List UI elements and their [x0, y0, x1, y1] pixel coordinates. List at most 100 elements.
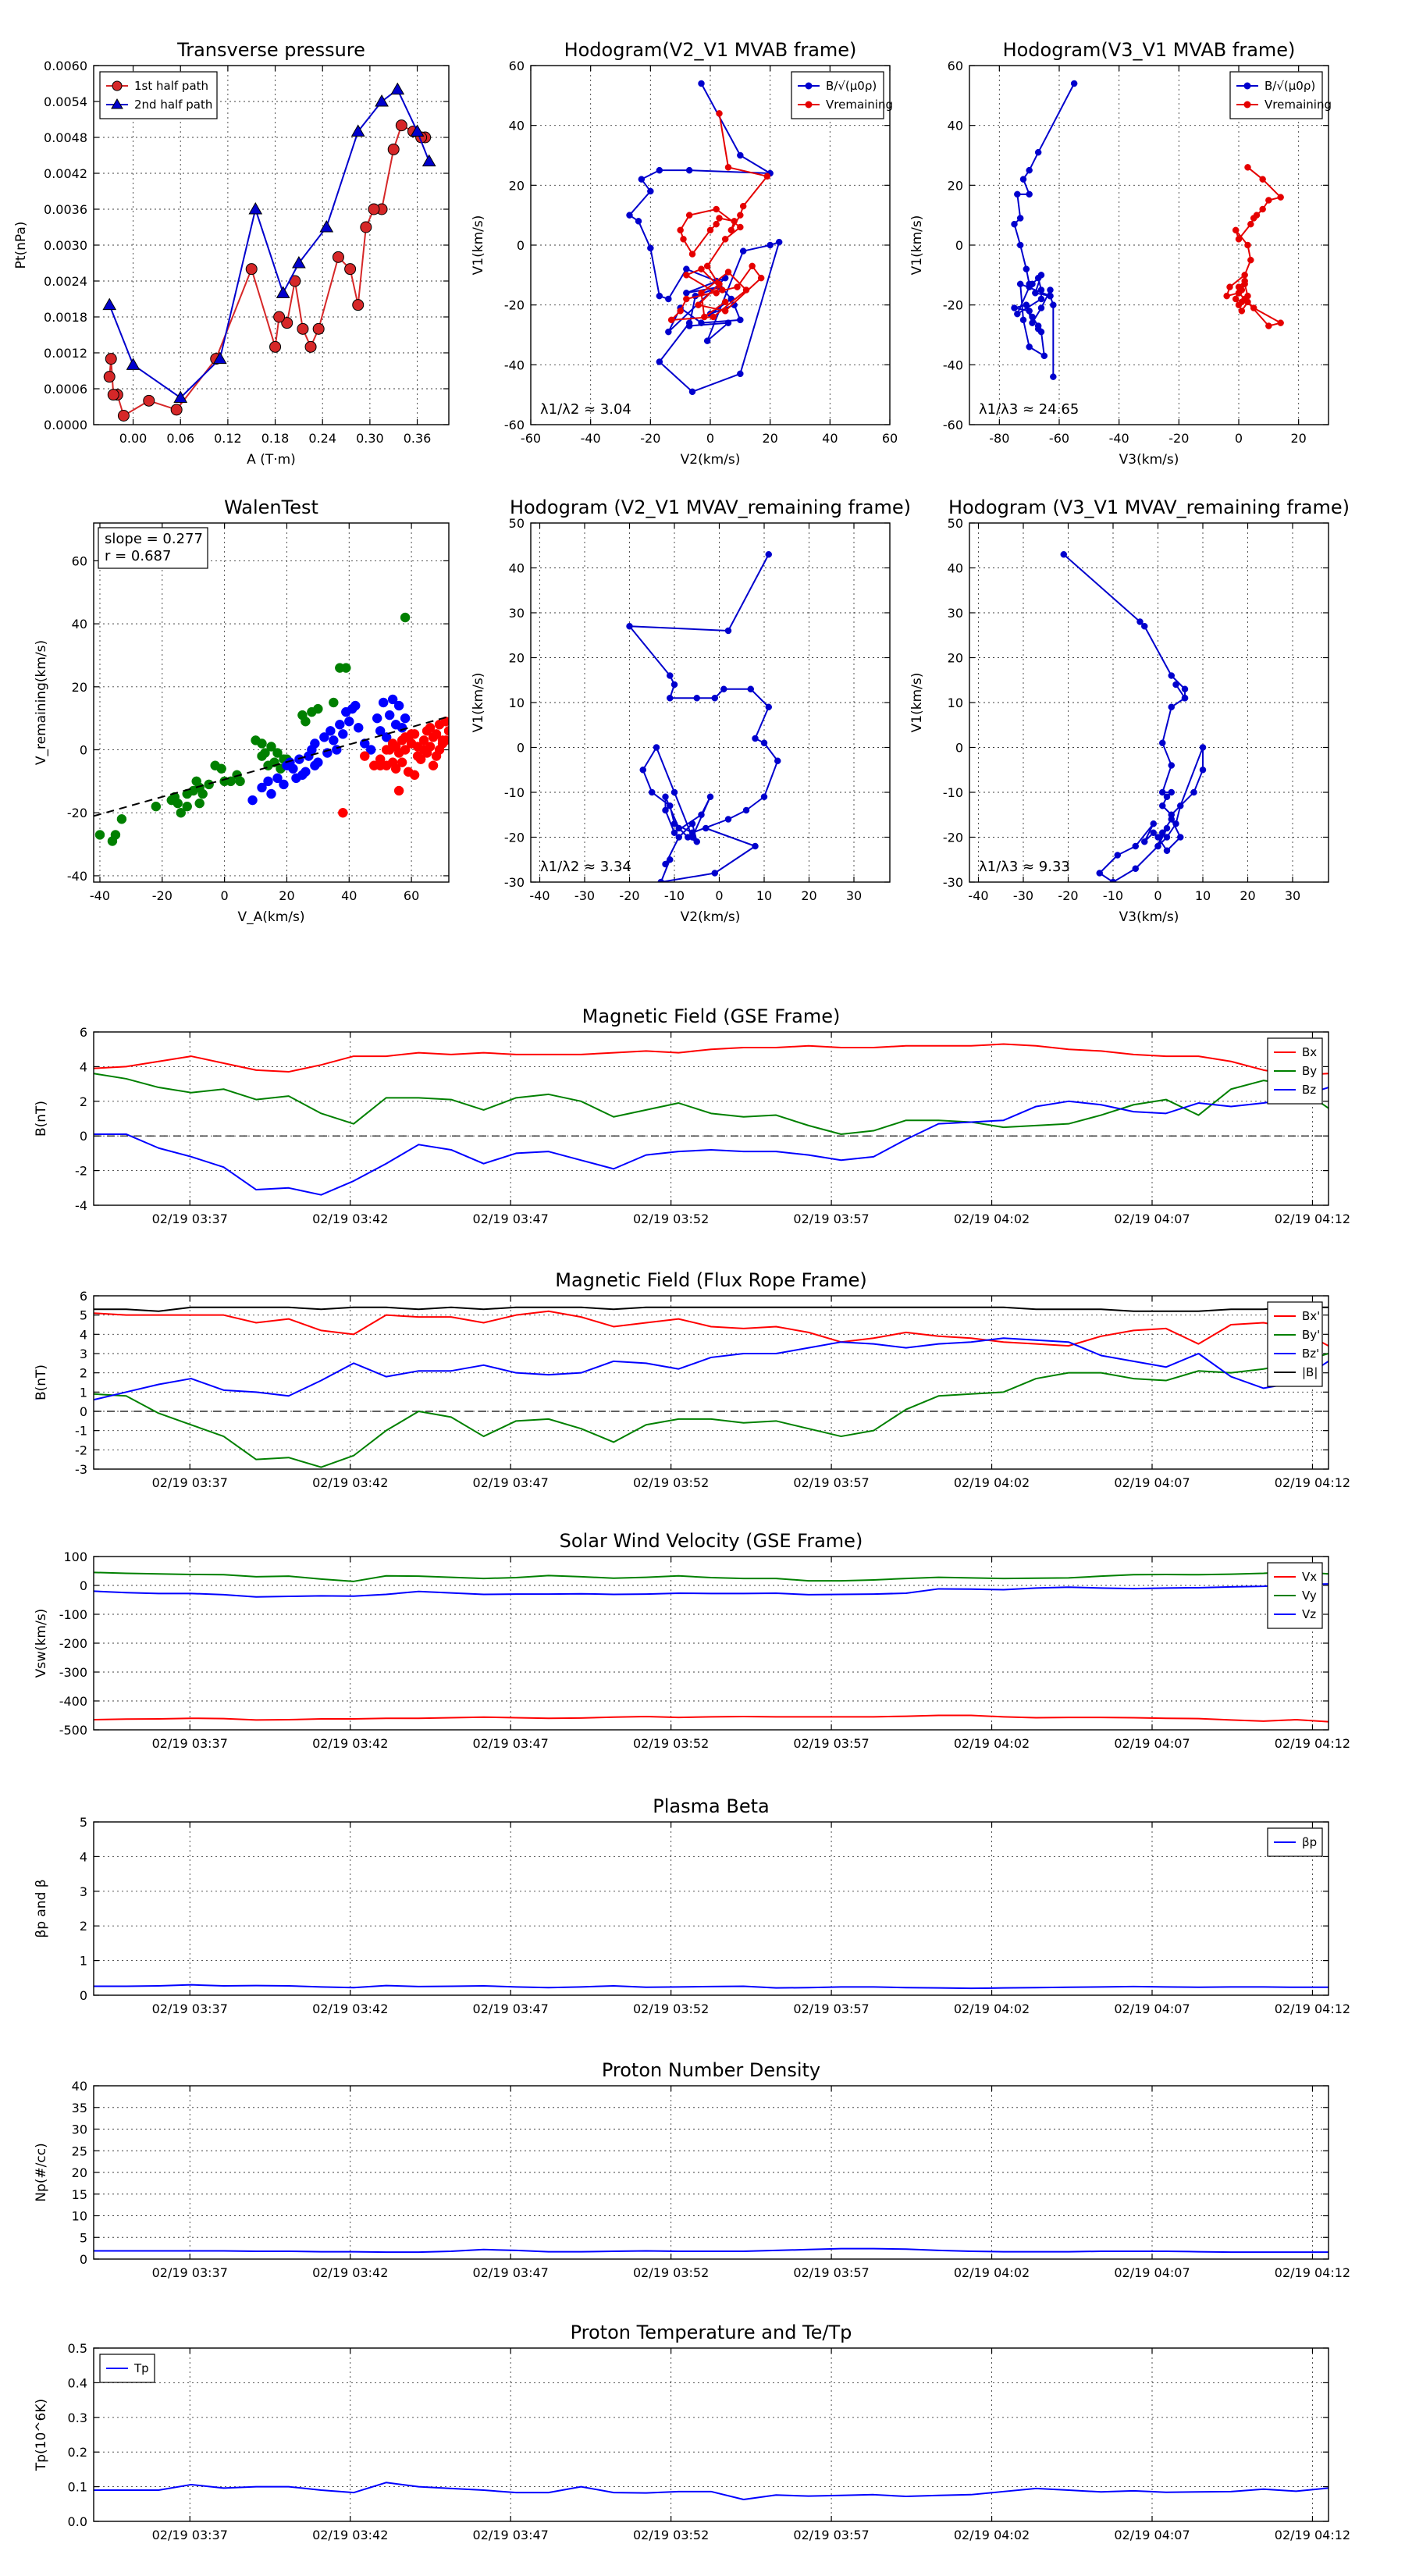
legend: Bx By Bz [1267, 1037, 1323, 1105]
series-B/√(μ0ρ) [1011, 80, 1078, 380]
x-ticks: 02/19 03:37 02/19 03:42 02/19 03:47 02/19 0… [152, 1557, 1350, 1751]
y-tick-label: 0.0060 [44, 59, 87, 73]
data-point [341, 663, 351, 673]
x-tick-label: 02/19 03:37 [152, 1212, 228, 1226]
x-tick-label: 02/19 04:12 [1275, 1475, 1350, 1490]
x-ticks: -40 -30 -20 -10 0 10 20 30 [968, 523, 1300, 903]
x-tick-label: -80 [989, 431, 1009, 446]
series-line [94, 1073, 1329, 1135]
stats-line: r = 0.687 [105, 548, 171, 564]
data-point [1023, 301, 1030, 308]
data-point [639, 767, 646, 774]
axes-frame [93, 1295, 1329, 1470]
x-ticks: 02/19 03:37 02/19 03:42 02/19 03:47 02/19 0… [152, 1822, 1350, 2016]
data-point [716, 280, 723, 288]
series-Vy [94, 1571, 1329, 1582]
x-tick-label: 60 [882, 431, 898, 446]
eigen-ratio-annotation: λ1/λ2 ≈ 3.34 [540, 859, 631, 875]
data-point [1244, 292, 1251, 300]
data-point [1241, 272, 1248, 279]
x-tick-label: 02/19 03:47 [473, 1736, 549, 1751]
data-point [667, 856, 674, 863]
data-point [335, 719, 345, 730]
data-point [310, 738, 320, 749]
data-point [350, 124, 365, 137]
plot-area [626, 551, 781, 882]
data-point [716, 215, 723, 222]
data-point [263, 776, 273, 787]
data-point [266, 742, 276, 752]
x-tick-label: 0 [1154, 888, 1161, 903]
y-tick-label: 6 [80, 1025, 87, 1040]
y-tick-label: 0.0024 [44, 274, 87, 289]
data-point [437, 735, 448, 745]
data-point [143, 394, 155, 407]
x-tick-label: 02/19 03:52 [633, 2001, 709, 2016]
data-point [393, 700, 404, 711]
series-line [94, 1087, 1329, 1196]
plot-area [94, 1306, 1329, 1468]
data-point [1223, 292, 1230, 300]
y-tick-label: 0.0042 [44, 166, 87, 181]
y-tick-label: -2 [75, 1443, 87, 1457]
data-point [354, 723, 364, 733]
data-point [387, 757, 398, 767]
axes-frame [93, 1031, 1329, 1206]
data-point [721, 308, 729, 315]
data-point [197, 788, 208, 799]
data-point [774, 757, 781, 764]
x-tick-label: 02/19 03:57 [793, 1475, 869, 1490]
data-point [312, 322, 325, 335]
y-tick-label: 3 [80, 1884, 87, 1899]
data-point [662, 860, 669, 868]
data-point [749, 262, 756, 270]
y-tick-label: -300 [59, 1665, 87, 1680]
data-point [1238, 308, 1246, 315]
legend-marker [1243, 82, 1251, 90]
y-tick-label: 30 [509, 606, 525, 621]
data-point [1070, 80, 1078, 87]
y-tick-label: 2 [80, 1919, 87, 1934]
axes-frame [530, 65, 891, 425]
x-tick-label: -20 [1058, 888, 1078, 903]
y-tick-label: 0 [517, 238, 525, 253]
data-point [688, 388, 696, 396]
x-tick-label: 02/19 04:02 [954, 2265, 1030, 2280]
data-point [1159, 802, 1166, 809]
data-point [297, 322, 309, 335]
x-tick-label: 0.12 [214, 431, 242, 446]
x-tick-label: 0.30 [356, 431, 384, 446]
data-point [1199, 767, 1207, 774]
eigen-ratio-annotation: λ1/λ3 ≈ 9.33 [979, 859, 1070, 875]
chart-title: Hodogram(V3_V1 MVAB frame) [1003, 39, 1296, 61]
x-tick-label: 02/19 04:07 [1114, 2001, 1190, 2016]
x-axis-label: V2(km/s) [681, 452, 741, 468]
data-point [360, 221, 372, 233]
data-point [626, 623, 633, 630]
data-point [765, 551, 772, 558]
y-tick-label: -2 [75, 1164, 87, 1179]
x-tick-label: -20 [152, 888, 173, 903]
legend-label: By' [1302, 1328, 1320, 1342]
data-point [375, 94, 389, 107]
data-point [737, 223, 744, 231]
x-ticks: -40 -20 0 20 40 60 [90, 523, 419, 903]
data-point [662, 793, 669, 800]
data-point [1190, 788, 1197, 796]
y-tick-label: -500 [59, 1723, 87, 1738]
x-tick-label: 02/19 04:07 [1114, 2265, 1190, 2280]
y-tick-label: 0.1 [68, 2480, 87, 2495]
y-tick-label: 0.0006 [44, 382, 87, 397]
data-point [675, 834, 682, 841]
data-point [1232, 295, 1240, 303]
y-tick-label: -1 [75, 1424, 87, 1439]
y-tick-label: 0.3 [68, 2411, 87, 2425]
eigen-ratio-annotation: λ1/λ3 ≈ 24.65 [979, 401, 1079, 418]
x-tick-label: 02/19 04:02 [954, 1475, 1030, 1490]
data-point [397, 723, 407, 733]
series-2nd half path [102, 82, 436, 403]
data-point [1132, 865, 1139, 872]
data-point [1168, 762, 1175, 769]
y-ticks: -60 -40 -20 0 20 40 60 [504, 59, 890, 432]
